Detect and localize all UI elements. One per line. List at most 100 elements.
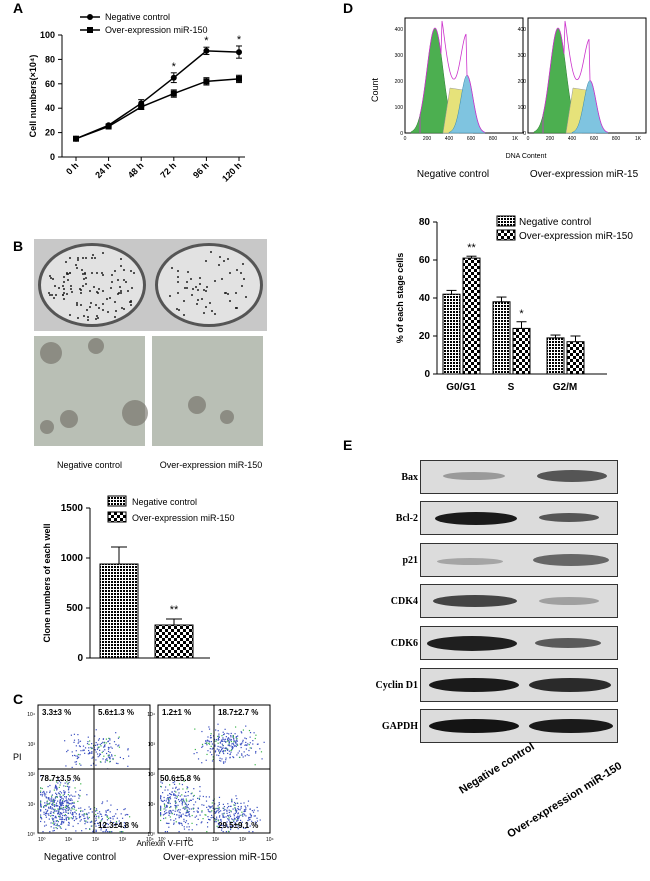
flow-event <box>62 802 64 804</box>
flow-event <box>255 823 257 825</box>
flow-event <box>126 813 128 816</box>
flow-event <box>105 738 108 740</box>
blot-row-p21 <box>420 543 618 577</box>
flow-event <box>67 807 69 809</box>
flow-event <box>108 754 110 756</box>
flow-event <box>196 752 198 754</box>
flow-event <box>105 813 107 816</box>
flow-event <box>218 824 220 826</box>
flow-event <box>87 741 89 743</box>
flow-event <box>47 786 49 788</box>
flow-event <box>218 810 220 813</box>
flow-event <box>47 797 50 799</box>
flow-event <box>57 808 59 810</box>
flow-event <box>247 819 249 822</box>
flow-event <box>79 763 81 765</box>
flow-event <box>234 740 236 743</box>
x-tick-label: 120 h <box>220 160 243 183</box>
flow-event <box>118 820 120 822</box>
flow-event <box>177 789 179 791</box>
flow-event <box>95 817 97 819</box>
flow-event <box>124 827 126 829</box>
flow-event <box>206 806 208 808</box>
flow-event <box>187 823 189 825</box>
flow-event <box>108 737 110 739</box>
flow-event <box>160 786 162 788</box>
flow-event <box>259 748 261 750</box>
flow-event <box>160 813 162 815</box>
flow-event <box>40 814 42 816</box>
flow-event <box>254 737 256 740</box>
flow-event <box>204 742 206 744</box>
flow-event <box>54 797 56 799</box>
flow-event <box>185 802 187 804</box>
flow-event <box>229 738 231 740</box>
flow-event <box>72 817 74 819</box>
flow-event <box>178 816 180 818</box>
flow-event <box>250 814 252 816</box>
y-tick-label: 1000 <box>61 553 84 564</box>
flow-event <box>49 791 51 794</box>
flow-event <box>106 816 109 818</box>
flow-event <box>217 739 219 741</box>
lane-label-negative: Negative control <box>457 741 536 797</box>
flow-event <box>254 764 256 766</box>
flow-event <box>47 798 50 800</box>
flow-event <box>218 807 220 810</box>
flow-event <box>46 810 48 812</box>
y-tick-label: 100 <box>40 30 55 40</box>
flow-event <box>205 740 207 742</box>
flow-event <box>231 818 233 820</box>
flow-event <box>57 813 59 815</box>
flow-event <box>234 804 236 806</box>
flow-event <box>97 756 99 758</box>
flow-event <box>68 822 70 824</box>
flow-event <box>222 750 224 752</box>
flow-event <box>124 814 127 816</box>
flow-event <box>53 804 55 806</box>
flow-x-tick: 10⁰ <box>38 837 46 843</box>
flow-event <box>233 744 235 746</box>
flow-event <box>105 828 108 831</box>
flow-event <box>235 810 237 812</box>
hist-x-tick: 0 <box>404 136 407 142</box>
flow-event <box>65 807 68 810</box>
flow-event <box>193 804 195 806</box>
flow-event <box>60 782 62 784</box>
flow-event <box>246 821 248 824</box>
flow-event <box>202 745 204 747</box>
flow-event <box>65 828 67 830</box>
flow-event <box>56 810 58 812</box>
flow-event <box>187 807 189 809</box>
flow-event <box>40 794 42 796</box>
flow-event <box>166 812 168 814</box>
flow-event <box>59 803 61 805</box>
flow-event <box>223 816 225 818</box>
flow-event <box>75 791 77 793</box>
flow-event <box>206 826 209 828</box>
flow-event <box>54 808 56 811</box>
flow-event <box>115 732 117 734</box>
flow-event <box>234 822 236 824</box>
flow-event <box>213 810 216 813</box>
flow-event <box>182 807 184 809</box>
flow-event <box>52 798 55 800</box>
flow-event <box>79 815 81 818</box>
flow-event <box>100 829 102 831</box>
flow-event <box>185 820 188 822</box>
y-tick-label: 60 <box>419 255 431 266</box>
flow-event <box>95 751 97 753</box>
flow-event <box>165 809 167 811</box>
flow-event <box>77 757 79 759</box>
flow-event <box>160 807 162 810</box>
flow-event <box>59 807 61 809</box>
legend-label: Negative control <box>132 497 197 507</box>
flow-event <box>223 762 225 764</box>
fit-curve <box>542 20 609 133</box>
flow-event <box>226 825 228 827</box>
flow-event <box>195 815 198 817</box>
flow-event <box>47 809 49 811</box>
flow-event <box>61 808 63 810</box>
significance-star: * <box>172 61 177 73</box>
flow-event <box>193 788 195 790</box>
